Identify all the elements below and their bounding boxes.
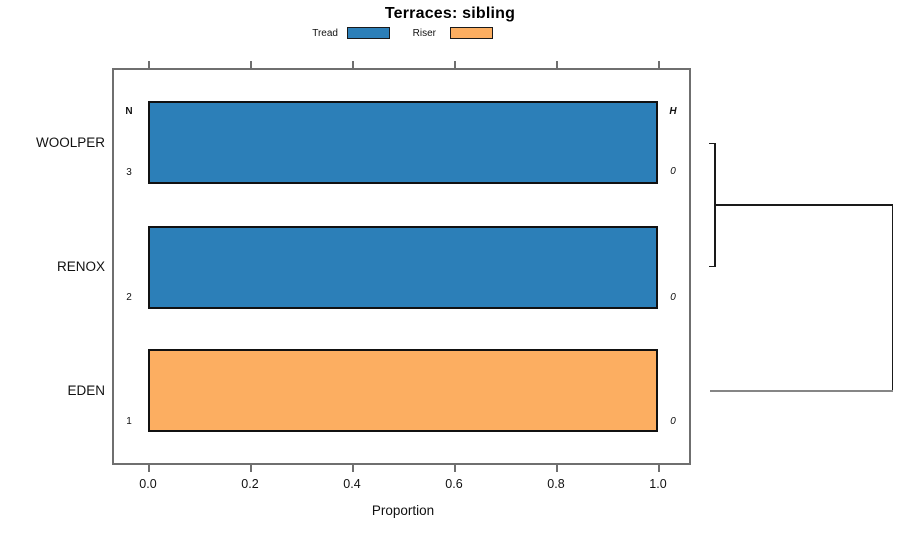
- x-axis-tick-bottom: [556, 465, 558, 472]
- x-axis-tick-top: [352, 61, 354, 68]
- category-label-woolper: WOOLPER: [35, 135, 105, 150]
- x-axis-tick-label: 0.4: [343, 477, 361, 491]
- x-axis-tick-label: 1.0: [649, 477, 667, 491]
- n-value-renox: 2: [126, 292, 132, 303]
- legend-swatch-riser: [450, 27, 493, 39]
- n-value-eden: 1: [126, 416, 132, 427]
- legend-label-tread: Tread: [312, 28, 338, 39]
- bar-track-eden: [148, 349, 658, 432]
- x-axis-tick-label: 0.2: [241, 477, 259, 491]
- x-axis-tick-top: [454, 61, 456, 68]
- h-value-renox: 0: [670, 292, 676, 303]
- x-axis-tick-bottom: [250, 465, 252, 472]
- dendrogram-leaf-tick-woolper: [709, 142, 715, 144]
- n-value-woolper: 3: [126, 167, 132, 178]
- x-axis-tick-label: 0.6: [445, 477, 463, 491]
- bar-track-renox: [148, 226, 658, 309]
- x-axis-tick-top: [250, 61, 252, 68]
- x-axis-tick-top: [556, 61, 558, 68]
- dendrogram-leaf-tick-renox: [709, 265, 715, 267]
- bar-woolper: [148, 101, 658, 184]
- x-axis-tick-label: 0.8: [547, 477, 565, 491]
- category-label-eden: EDEN: [67, 383, 105, 398]
- x-axis-title: Proportion: [371, 503, 435, 518]
- n-column-header: N: [125, 106, 133, 117]
- legend-swatch-tread: [347, 27, 390, 39]
- x-axis-tick-bottom: [658, 465, 660, 472]
- category-label-renox: RENOX: [56, 259, 105, 274]
- dendrogram-leaf-edge-eden: [710, 389, 893, 392]
- bar-renox: [148, 226, 658, 309]
- x-axis-tick-bottom: [352, 465, 354, 472]
- legend-label-riser: Riser: [412, 28, 436, 39]
- h-column-header: H: [669, 106, 677, 117]
- h-value-eden: 0: [670, 416, 676, 427]
- x-axis-tick-bottom: [148, 465, 150, 472]
- bar-track-woolper: [148, 101, 658, 184]
- x-axis-tick-top: [658, 61, 660, 68]
- chart-title: Terraces: sibling: [384, 5, 516, 22]
- x-axis-tick-label: 0.0: [139, 477, 157, 491]
- h-value-woolper: 0: [670, 166, 676, 177]
- dendrogram-node-link: [714, 204, 893, 206]
- bar-eden: [148, 349, 658, 432]
- dendrogram-root-link: [891, 204, 893, 392]
- x-axis-tick-bottom: [454, 465, 456, 472]
- x-axis-tick-top: [148, 61, 150, 68]
